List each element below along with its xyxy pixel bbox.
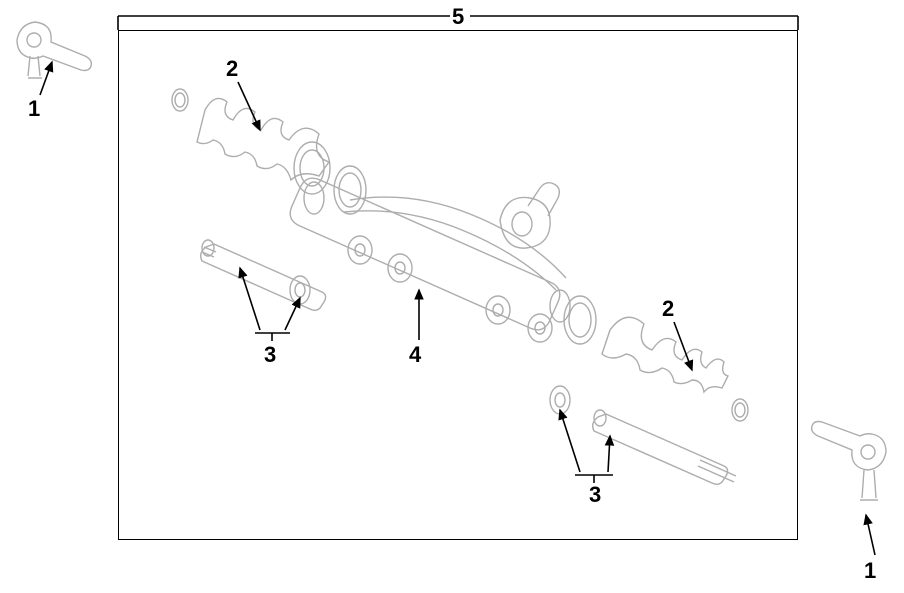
diagram-frame xyxy=(118,30,798,540)
part-outer-tie-rod-left xyxy=(17,22,91,78)
callout-3-right: 3 xyxy=(589,482,601,508)
callout-2-right: 2 xyxy=(662,296,674,322)
callout-1-left: 1 xyxy=(28,96,40,122)
callout-1-right: 1 xyxy=(864,558,876,584)
callout-5: 5 xyxy=(452,4,464,30)
callout-2-left: 2 xyxy=(226,56,238,82)
callout-3-left: 3 xyxy=(264,342,276,368)
callout-4: 4 xyxy=(409,342,421,368)
diagram-canvas: 1 1 2 2 3 3 4 5 xyxy=(0,0,904,593)
part-outer-tie-rod-right xyxy=(812,422,886,501)
